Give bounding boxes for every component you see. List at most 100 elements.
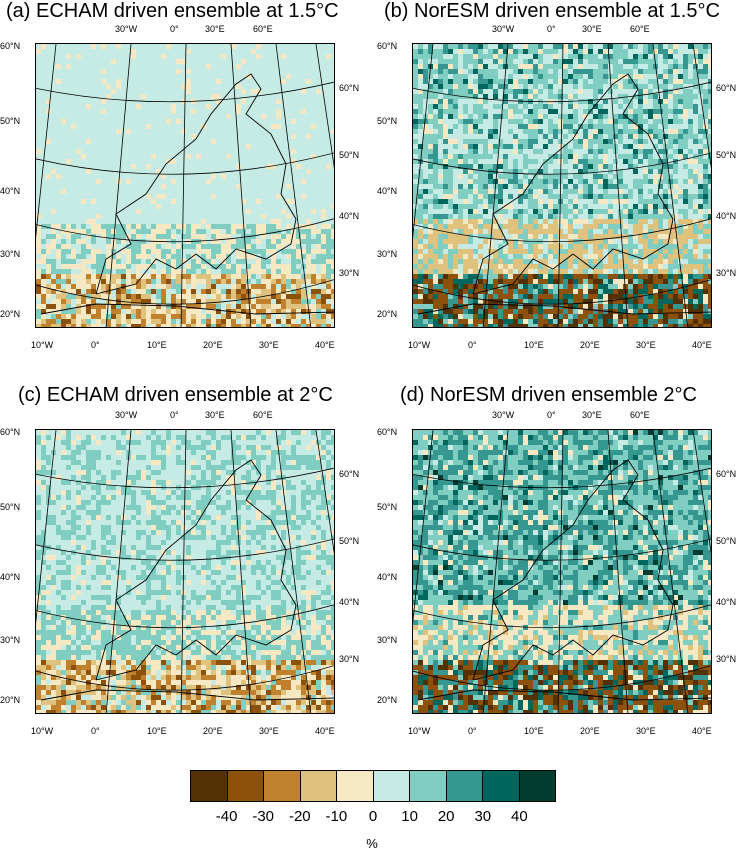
lat-tick-label: 40°N xyxy=(0,186,21,196)
lat-tick-label: 60°N xyxy=(377,427,398,437)
meridian-line xyxy=(180,430,187,713)
map-panel xyxy=(412,43,712,328)
lon-tick-label: 10°E xyxy=(147,340,167,350)
lon-tick-label: 20°E xyxy=(203,340,223,350)
precip-change-map xyxy=(36,430,334,713)
meridian-line xyxy=(230,44,252,327)
meridian-line xyxy=(607,430,629,713)
lat-tick-label: 30°N xyxy=(339,268,360,278)
lon-tick-label: 30°E xyxy=(205,24,225,34)
lat-tick-label: 30°N xyxy=(339,654,360,664)
colorbar-swatch xyxy=(227,771,264,801)
latitude-line xyxy=(413,665,711,691)
colorbar-swatch xyxy=(191,771,228,801)
lat-tick-label: 50°N xyxy=(339,150,360,160)
coastline xyxy=(417,459,711,701)
meridian-line xyxy=(315,430,334,555)
meridian-line xyxy=(652,430,689,713)
colorbar-label: -20 xyxy=(288,808,311,825)
latitude-line xyxy=(413,538,711,561)
meridian-line xyxy=(482,430,509,713)
latitude-line xyxy=(413,152,711,175)
meridian-line xyxy=(105,430,132,713)
meridian-line xyxy=(315,44,334,169)
meridian-line xyxy=(413,430,434,624)
lat-tick-label: 30°N xyxy=(0,249,21,259)
lon-tick-label: 40°E xyxy=(315,726,335,736)
coastline xyxy=(40,73,334,315)
lon-tick-label: 0° xyxy=(547,24,556,34)
lat-tick-label: 60°N xyxy=(716,83,737,93)
lat-tick-label: 50°N xyxy=(377,502,398,512)
lon-tick-label: 40°E xyxy=(692,726,712,736)
lat-tick-label: 30°N xyxy=(716,654,737,664)
lon-tick-label: 30°E xyxy=(259,726,279,736)
lat-tick-label: 30°N xyxy=(716,268,737,278)
latitude-line xyxy=(36,604,334,629)
latitude-line xyxy=(36,218,334,243)
lat-tick-label: 50°N xyxy=(339,536,360,546)
lat-tick-label: 40°N xyxy=(377,186,398,196)
lat-tick-label: 60°N xyxy=(339,83,360,93)
latitude-line xyxy=(413,218,711,243)
colorbar-swatch xyxy=(337,771,374,801)
colorbar-swatch xyxy=(264,771,301,801)
meridian-line xyxy=(692,44,711,169)
meridian-line xyxy=(36,44,57,238)
lat-tick-label: 60°N xyxy=(0,427,21,437)
colorbar-label: -30 xyxy=(252,808,275,825)
lon-tick-label: 0° xyxy=(91,340,100,350)
colorbar xyxy=(190,770,556,802)
lon-tick-label: 30°W xyxy=(492,410,515,420)
lon-tick-label: 0° xyxy=(547,410,556,420)
lon-tick-label: 0° xyxy=(170,410,179,420)
colorbar-swatch xyxy=(373,771,410,801)
lon-tick-label: 60°E xyxy=(253,24,273,34)
colorbar-label: 30 xyxy=(474,808,492,825)
latitude-line xyxy=(36,279,334,305)
lon-tick-label: 30°E xyxy=(636,726,656,736)
lon-tick-label: 40°E xyxy=(692,340,712,350)
latitude-line xyxy=(413,604,711,629)
panel-title: (c) ECHAM driven ensemble at 2°C xyxy=(18,384,333,406)
colorbar-label: 10 xyxy=(401,808,418,825)
lon-tick-label: 10°W xyxy=(408,726,431,736)
colorbar-label: 40 xyxy=(511,808,528,825)
lon-tick-label: 20°E xyxy=(580,340,600,350)
lon-tick-label: 60°E xyxy=(630,24,650,34)
lat-tick-label: 50°N xyxy=(716,150,737,160)
lat-tick-label: 20°N xyxy=(377,309,398,319)
latitude-line xyxy=(413,279,711,305)
colorbar-label: 20 xyxy=(437,808,455,825)
lon-tick-label: 0° xyxy=(91,726,100,736)
meridian-line xyxy=(275,44,312,327)
lon-tick-label: 30°W xyxy=(492,24,515,34)
colorbar-swatch xyxy=(519,771,555,801)
lat-tick-label: 60°N xyxy=(377,41,398,51)
lon-tick-label: 60°E xyxy=(630,410,650,420)
coastline xyxy=(40,459,334,701)
meridian-line xyxy=(105,44,132,327)
lon-tick-label: 10°W xyxy=(408,340,431,350)
lon-tick-label: 10°E xyxy=(147,726,167,736)
lat-tick-label: 40°N xyxy=(716,211,737,221)
lon-tick-label: 30°E xyxy=(582,24,602,34)
colorbar-swatch xyxy=(446,771,483,801)
meridian-line xyxy=(557,44,564,327)
latitude-line xyxy=(36,467,334,489)
colorbar-label: -40 xyxy=(215,808,238,825)
latitude-line xyxy=(36,152,334,175)
latitude-line xyxy=(36,665,334,691)
meridian-line xyxy=(692,430,711,555)
coastline xyxy=(417,73,711,315)
map-panel xyxy=(35,429,335,714)
latitude-line xyxy=(36,81,334,103)
lat-tick-label: 20°N xyxy=(0,309,21,319)
lat-tick-label: 20°N xyxy=(0,695,21,705)
lat-tick-label: 20°N xyxy=(377,695,398,705)
map-panel xyxy=(35,43,335,328)
precip-change-map xyxy=(36,44,334,327)
panel-title: (b) NorESM driven ensemble at 1.5°C xyxy=(384,0,720,22)
lat-tick-label: 50°N xyxy=(0,116,21,126)
lon-tick-label: 30°E xyxy=(259,340,279,350)
